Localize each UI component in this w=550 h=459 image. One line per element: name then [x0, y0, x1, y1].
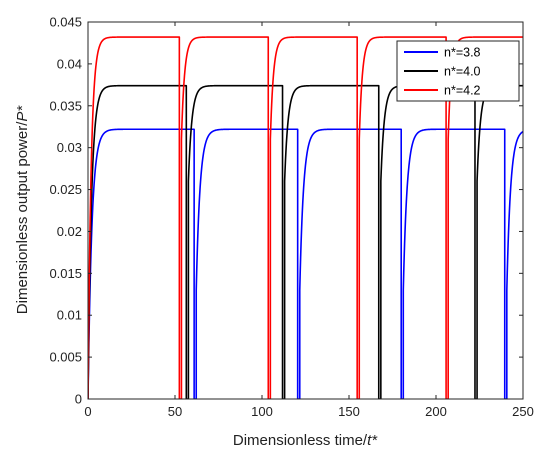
- y-tick-label: 0.005: [49, 350, 82, 365]
- y-tick-label: 0.04: [57, 56, 82, 71]
- x-tick-label: 200: [425, 404, 447, 419]
- y-tick-label: 0.015: [49, 266, 82, 281]
- y-tick-label: 0: [75, 392, 82, 407]
- legend: n*=3.8 n*=4.0 n*=4.2: [396, 40, 520, 102]
- series-line-n-3-8: [88, 128, 523, 399]
- x-axis-label: Dimensionless time/t*: [233, 432, 378, 449]
- plot-frame: [87, 21, 524, 400]
- x-tick-label: 150: [338, 404, 360, 419]
- y-tick-label: 0.035: [49, 98, 82, 113]
- legend-label: n*=4.2: [444, 84, 481, 98]
- y-tick-label: 0.045: [49, 15, 82, 30]
- y-tick-label: 0.01: [57, 308, 82, 323]
- y-tick-label: 0.03: [57, 140, 82, 155]
- y-axis-label: Dimensionless output power/P*: [14, 105, 31, 315]
- ticks-layer: 0 50 100 150 200 250 0 0.005 0.01 0.015 0.02 0.025 0…: [49, 15, 533, 420]
- legend-label: n*=3.8: [444, 46, 481, 60]
- y-tick-label: 0.02: [57, 224, 82, 239]
- x-tick-label: 0: [84, 404, 91, 419]
- x-tick-label: 100: [251, 404, 273, 419]
- y-tick-label: 0.025: [49, 182, 82, 197]
- x-tick-label: 250: [512, 404, 534, 419]
- x-tick-label: 50: [168, 404, 182, 419]
- legend-label: n*=4.0: [444, 65, 481, 79]
